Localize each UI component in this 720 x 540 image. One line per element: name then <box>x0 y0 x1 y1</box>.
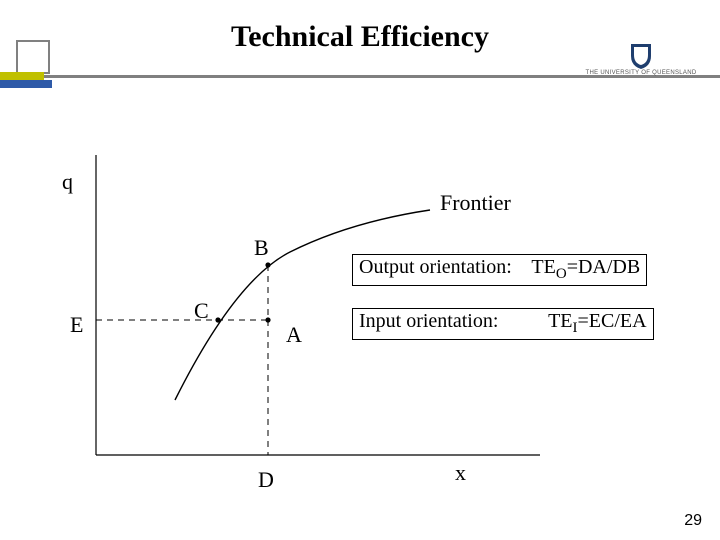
output-orientation-box: Output orientation: TEO=DA/DB <box>352 254 647 286</box>
label-C: C <box>194 298 209 324</box>
output-formula-rest: =DA/DB <box>567 256 641 278</box>
frontier-label: Frontier <box>440 190 511 216</box>
point-B <box>265 262 270 267</box>
label-D: D <box>258 467 274 493</box>
slide-number: 29 <box>684 512 702 530</box>
output-formula-prefix: TE <box>531 256 555 278</box>
label-A: A <box>286 322 302 348</box>
point-C <box>215 317 220 322</box>
input-orientation-label: Input orientation: <box>359 310 498 332</box>
x-axis-label: x <box>455 460 466 486</box>
point-A <box>265 317 270 322</box>
input-formula-rest: =EC/EA <box>578 310 647 332</box>
label-E: E <box>70 312 83 338</box>
label-B: B <box>254 235 269 261</box>
output-orientation-label: Output orientation: <box>359 256 512 278</box>
frontier-curve <box>175 210 430 400</box>
input-orientation-box: Input orientation: TEI=EC/EA <box>352 308 654 340</box>
y-axis-label: q <box>62 169 73 195</box>
output-formula-sub: O <box>556 266 567 282</box>
input-formula-prefix: TE <box>548 310 572 332</box>
